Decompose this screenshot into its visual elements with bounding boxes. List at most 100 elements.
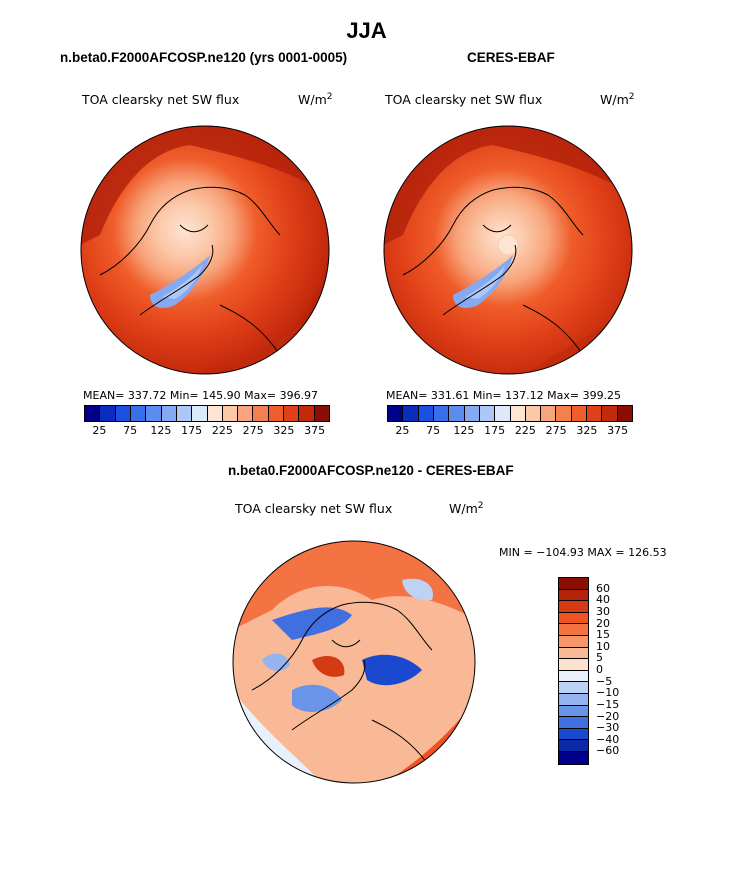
- panel2-units: W/m2: [600, 92, 635, 108]
- colorbar-swatch: [559, 751, 588, 764]
- colorbar-tick-label: −5: [596, 674, 613, 688]
- panel2-map: [383, 125, 633, 375]
- colorbar-swatch: [222, 406, 239, 421]
- panel3-colorbar: [558, 577, 589, 765]
- colorbar-swatch: [556, 406, 572, 421]
- colorbar-swatch: [559, 728, 588, 741]
- colorbar-tick-label: 75: [123, 424, 138, 437]
- colorbar-swatch: [433, 406, 450, 421]
- colorbar-swatch: [130, 406, 147, 421]
- colorbar-swatch: [559, 740, 588, 752]
- panel2-subtitle: CERES-EBAF: [467, 50, 555, 65]
- colorbar-tick-label: 25: [395, 424, 410, 437]
- colorbar-tick-label: 125: [453, 424, 475, 437]
- colorbar-swatch: [115, 406, 131, 421]
- colorbar-swatch: [559, 624, 588, 636]
- colorbar-tick-label: 5: [596, 651, 603, 665]
- panel1-units: W/m2: [298, 92, 333, 108]
- colorbar-swatch: [559, 578, 588, 590]
- panel2-plot-title: TOA clearsky net SW flux: [385, 92, 543, 107]
- colorbar-swatch: [617, 406, 632, 421]
- colorbar-swatch: [161, 406, 177, 421]
- colorbar-tick-label: 75: [426, 424, 441, 437]
- colorbar-swatch: [192, 406, 208, 421]
- colorbar-tick-label: 0: [596, 663, 603, 676]
- panel2-colorbar: [387, 405, 633, 422]
- colorbar-swatch: [85, 406, 101, 421]
- colorbar-tick-label: 325: [273, 424, 295, 437]
- colorbar-swatch: [100, 406, 116, 421]
- colorbar-swatch: [314, 406, 329, 421]
- colorbar-tick-label: 30: [596, 604, 610, 618]
- colorbar-tick-label: 125: [150, 424, 172, 437]
- colorbar-tick-label: 375: [607, 424, 629, 437]
- colorbar-swatch: [559, 705, 588, 718]
- colorbar-tick-label: 20: [596, 616, 610, 630]
- colorbar-swatch: [559, 693, 588, 706]
- panel1-colorbar: [84, 405, 330, 422]
- colorbar-tick-label: 25: [92, 424, 107, 437]
- colorbar-tick-label: 275: [545, 424, 567, 437]
- colorbar-swatch: [510, 406, 526, 421]
- colorbar-swatch: [559, 670, 588, 683]
- colorbar-tick-label: −40: [596, 732, 620, 746]
- panel3-plot-title: TOA clearsky net SW flux: [235, 501, 393, 516]
- colorbar-swatch: [207, 406, 223, 421]
- colorbar-swatch: [559, 601, 588, 613]
- colorbar-swatch: [559, 717, 588, 729]
- panel1-subtitle: n.beta0.F2000AFCOSP.ne120 (yrs 0001-0005…: [60, 50, 348, 65]
- colorbar-tick-label: 175: [181, 424, 203, 437]
- colorbar-swatch: [418, 406, 434, 421]
- colorbar-swatch: [403, 406, 419, 421]
- panel1-map: [80, 125, 330, 375]
- colorbar-swatch: [176, 406, 193, 421]
- colorbar-tick-label: −30: [596, 721, 620, 735]
- colorbar-tick-label: 225: [514, 424, 536, 437]
- colorbar-swatch: [602, 406, 618, 421]
- colorbar-swatch: [388, 406, 404, 421]
- panel1-stats: MEAN= 337.72 Min= 145.90 Max= 396.97: [83, 389, 319, 402]
- panel1-colorbar-ticks: 25 75 125 175 225 275 325 375: [84, 424, 330, 438]
- colorbar-tick-label: 375: [304, 424, 326, 437]
- panel3-stats: MIN = −104.93 MAX = 126.53: [499, 546, 667, 559]
- colorbar-swatch: [559, 635, 588, 648]
- colorbar-tick-label: −10: [596, 686, 620, 700]
- colorbar-swatch: [495, 406, 511, 421]
- colorbar-swatch: [559, 682, 588, 694]
- colorbar-swatch: [449, 406, 465, 421]
- colorbar-swatch: [541, 406, 557, 421]
- colorbar-swatch: [571, 406, 588, 421]
- colorbar-swatch: [559, 647, 588, 660]
- colorbar-swatch: [253, 406, 269, 421]
- panel3-subtitle: n.beta0.F2000AFCOSP.ne120 - CERES-EBAF: [228, 463, 514, 478]
- colorbar-tick-label: −20: [596, 709, 620, 723]
- colorbar-swatch: [559, 659, 588, 671]
- colorbar-tick-label: 225: [211, 424, 233, 437]
- colorbar-swatch: [559, 612, 588, 625]
- panel3-colorbar-ticks: 60 40 30 20 15 10 5 0 −5 −10 −15 −20 −30 −40 −60: [596, 577, 636, 763]
- colorbar-swatch: [268, 406, 285, 421]
- colorbar-swatch: [284, 406, 300, 421]
- panel3-map: [232, 540, 476, 784]
- colorbar-swatch: [559, 589, 588, 602]
- colorbar-tick-label: 10: [596, 639, 610, 653]
- colorbar-swatch: [525, 406, 542, 421]
- colorbar-swatch: [587, 406, 603, 421]
- colorbar-tick-label: 325: [576, 424, 598, 437]
- colorbar-swatch: [479, 406, 496, 421]
- panel3-units: W/m2: [449, 501, 484, 517]
- colorbar-tick-label: −15: [596, 697, 620, 711]
- colorbar-tick-label: −60: [596, 744, 620, 758]
- colorbar-tick-label: 40: [596, 593, 610, 607]
- page-title: JJA: [346, 18, 387, 43]
- colorbar-swatch: [146, 406, 162, 421]
- colorbar-tick-label: 60: [596, 581, 610, 595]
- panel2-stats: MEAN= 331.61 Min= 137.12 Max= 399.25: [386, 389, 622, 402]
- colorbar-tick-label: 275: [242, 424, 264, 437]
- panel2-colorbar-ticks: 25 75 125 175 225 275 325 375: [387, 424, 633, 438]
- colorbar-swatch: [464, 406, 480, 421]
- colorbar-swatch: [238, 406, 254, 421]
- colorbar-tick-label: 15: [596, 628, 610, 642]
- colorbar-tick-label: 175: [484, 424, 506, 437]
- colorbar-swatch: [299, 406, 315, 421]
